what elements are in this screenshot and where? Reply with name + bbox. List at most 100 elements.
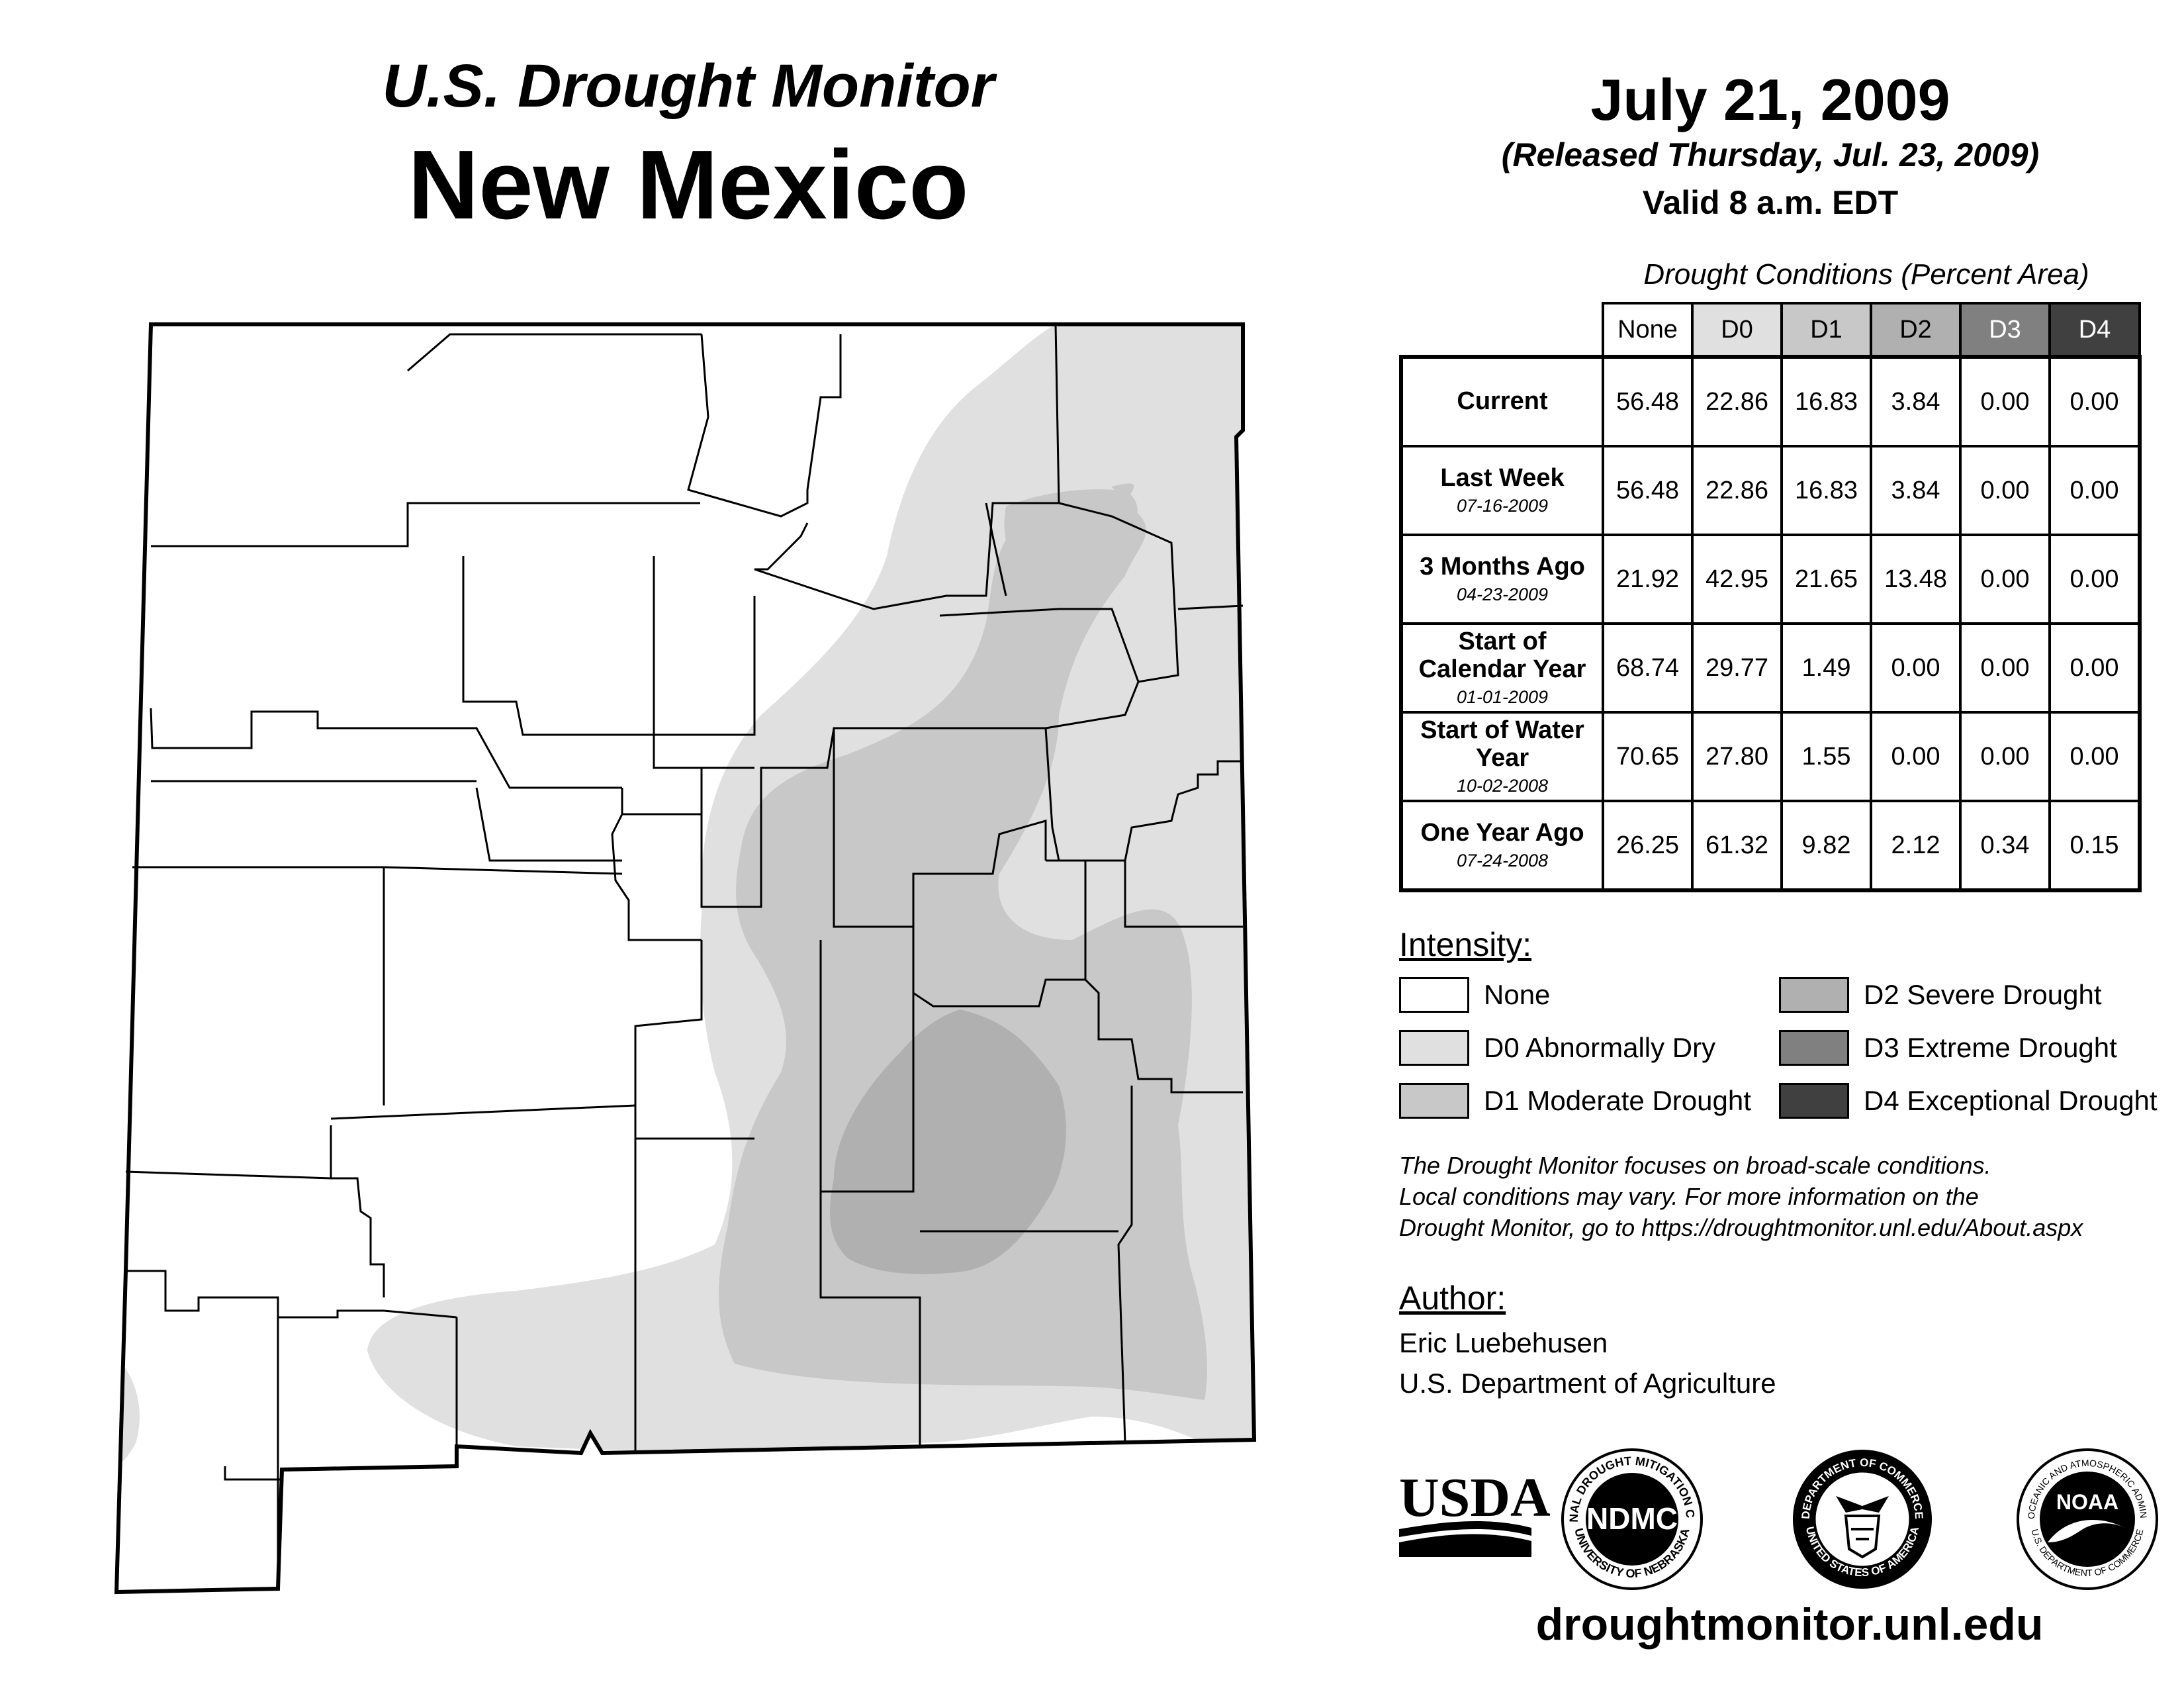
value-cell: 0.00: [1959, 534, 2051, 625]
table-row: Start of Calendar Year 01-01-2009 68.74 29.…: [1400, 622, 2141, 714]
value-cell: 3.84: [1870, 445, 1962, 536]
value-cell: 0.00: [1959, 711, 2051, 802]
release-note: (Released Thursday, Jul. 23, 2009): [1501, 136, 2040, 174]
value-cell: 0.00: [1870, 622, 1962, 714]
drought-stats-table: None D0 D1 D2 D3 D4 Current 56.48 22.86 16.…: [1399, 302, 2142, 892]
value-cell: 22.86: [1691, 355, 1783, 447]
legend-item-none: None: [1399, 977, 1550, 1013]
disclaimer-line-3: Drought Monitor, go to https://droughtmo…: [1399, 1213, 2083, 1241]
value-cell: 2.12: [1870, 800, 1962, 892]
value-cell: 0.00: [2048, 622, 2141, 714]
legend-title: Intensity:: [1399, 926, 1532, 963]
legend-label-d3: D3 Extreme Drought: [1864, 1032, 2117, 1063]
value-cell: 42.95: [1691, 534, 1783, 625]
value-cell: 9.82: [1780, 800, 1872, 892]
noaa-wordmark: NOAA: [2056, 1490, 2118, 1514]
table-row: One Year Ago 07-24-2008 26.25 61.32 9.82 2.12…: [1400, 800, 2141, 892]
legend-item-d2: D2 Severe Drought: [1779, 977, 2102, 1013]
value-cell: 56.48: [1602, 445, 1694, 536]
value-cell: 16.83: [1780, 445, 1872, 536]
value-cell: 13.48: [1870, 534, 1962, 625]
header-blank-cell: [1401, 303, 1603, 359]
value-cell: 0.00: [2048, 711, 2141, 802]
value-cell: 1.49: [1780, 622, 1872, 714]
noaa-bird-icon: [2048, 1520, 2127, 1542]
row-label-cell: Start of Water Year 10-02-2008: [1400, 711, 1604, 802]
legend-item-d1: D1 Moderate Drought: [1399, 1083, 1751, 1119]
row-date: 01-01-2009: [1456, 686, 1549, 707]
value-cell: 56.48: [1602, 355, 1694, 447]
row-label: 3 Months Ago: [1420, 553, 1585, 581]
legend-swatch-d2: [1779, 977, 1849, 1013]
legend-label-d1: D1 Moderate Drought: [1484, 1085, 1751, 1116]
row-label-cell: Last Week 07-16-2009: [1400, 445, 1604, 536]
row-label-cell: One Year Ago 07-24-2008: [1400, 800, 1604, 892]
legend-swatch-none: [1399, 977, 1469, 1013]
value-cell: 0.00: [2048, 534, 2141, 625]
col-header-d0: D0: [1691, 302, 1783, 358]
stats-caption: Drought Conditions (Percent Area): [1643, 258, 2089, 291]
legend-swatch-d4: [1779, 1083, 1849, 1119]
col-header-d4: D4: [2048, 302, 2141, 358]
row-date: 07-16-2009: [1456, 496, 1549, 516]
value-cell: 26.25: [1602, 800, 1694, 892]
county-lines: [125, 324, 1244, 1589]
table-row: Last Week 07-16-2009 56.48 22.86 16.83 3.84 0.…: [1400, 445, 2141, 536]
legend-label-none: None: [1484, 979, 1551, 1010]
legend-swatch-d0: [1399, 1030, 1469, 1066]
value-cell: 68.74: [1602, 622, 1694, 714]
value-cell: 3.84: [1870, 355, 1962, 447]
row-date: 10-02-2008: [1456, 775, 1549, 796]
ship-icon: [1851, 1528, 1874, 1540]
row-label: Start of Calendar Year: [1418, 628, 1586, 684]
legend-label-d2: D2 Severe Drought: [1864, 979, 2102, 1010]
row-date: 07-24-2008: [1456, 851, 1549, 871]
author-org: U.S. Department of Agriculture: [1399, 1368, 1776, 1399]
valid-time: Valid 8 a.m. EDT: [1642, 184, 1899, 222]
disclaimer-line-2: Local conditions may vary. For more info…: [1399, 1182, 1979, 1210]
usda-wordmark: USDA: [1399, 1467, 1551, 1528]
legend-label-d0: D0 Abnormally Dry: [1484, 1032, 1716, 1063]
author-name: Eric Luebehusen: [1399, 1327, 1608, 1358]
state-name: New Mexico: [408, 130, 969, 240]
col-header-none: None: [1602, 302, 1694, 358]
drought-map: [114, 322, 1257, 1595]
usda-swoosh-bottom: [1399, 1534, 1531, 1557]
value-cell: 0.00: [2048, 445, 2141, 536]
title-block: U.S. Drought Monitor New Mexico: [159, 52, 1218, 244]
value-cell: 0.34: [1959, 800, 2051, 892]
table-header-row: None D0 D1 D2 D3 D4: [1401, 302, 2141, 359]
state-outline: [114, 322, 1257, 1595]
col-header-d1: D1: [1780, 302, 1872, 358]
row-label: One Year Ago: [1420, 819, 1584, 847]
row-label-cell: Start of Calendar Year 01-01-2009: [1400, 622, 1604, 714]
row-date: 04-23-2009: [1456, 585, 1549, 605]
legend-item-d0: D0 Abnormally Dry: [1399, 1030, 1715, 1066]
shield-icon: [1844, 1515, 1881, 1559]
legend-swatch-d3: [1779, 1030, 1849, 1066]
row-label: Start of Water Year: [1420, 716, 1584, 773]
value-cell: 0.00: [1959, 445, 2051, 536]
value-cell: 61.32: [1691, 800, 1783, 892]
value-cell: 0.00: [1870, 711, 1962, 802]
row-label-cell: Current: [1400, 355, 1604, 447]
eagle-icon: [1836, 1496, 1889, 1513]
usda-logo: USDA: [1399, 1467, 1551, 1557]
usda-swoosh-top: [1399, 1521, 1531, 1537]
row-label: Last Week: [1440, 464, 1565, 492]
legend-swatch-d1: [1399, 1083, 1469, 1119]
value-cell: 21.65: [1780, 534, 1872, 625]
value-cell: 0.00: [1959, 355, 2051, 447]
value-cell: 0.00: [2048, 355, 2141, 447]
disclaimer: The Drought Monitor focuses on broad-sca…: [1399, 1150, 2180, 1243]
website-url[interactable]: droughtmonitor.unl.edu: [1535, 1599, 2044, 1650]
map-date: July 21, 2009: [1590, 67, 1950, 132]
table-row: Current 56.48 22.86 16.83 3.84 0.00 0.00: [1400, 355, 2141, 447]
value-cell: 1.55: [1780, 711, 1872, 802]
value-cell: 16.83: [1780, 355, 1872, 447]
drought-areas: [116, 324, 1254, 1466]
value-cell: 22.86: [1691, 445, 1783, 536]
d2-area: [830, 1009, 1066, 1274]
table-row: 3 Months Ago 04-23-2009 21.92 42.95 21.65 13.…: [1400, 534, 2141, 625]
agency-logos: USDA NATIONAL DROUGHT MITIGATION CENTER …: [1399, 1443, 2158, 1590]
